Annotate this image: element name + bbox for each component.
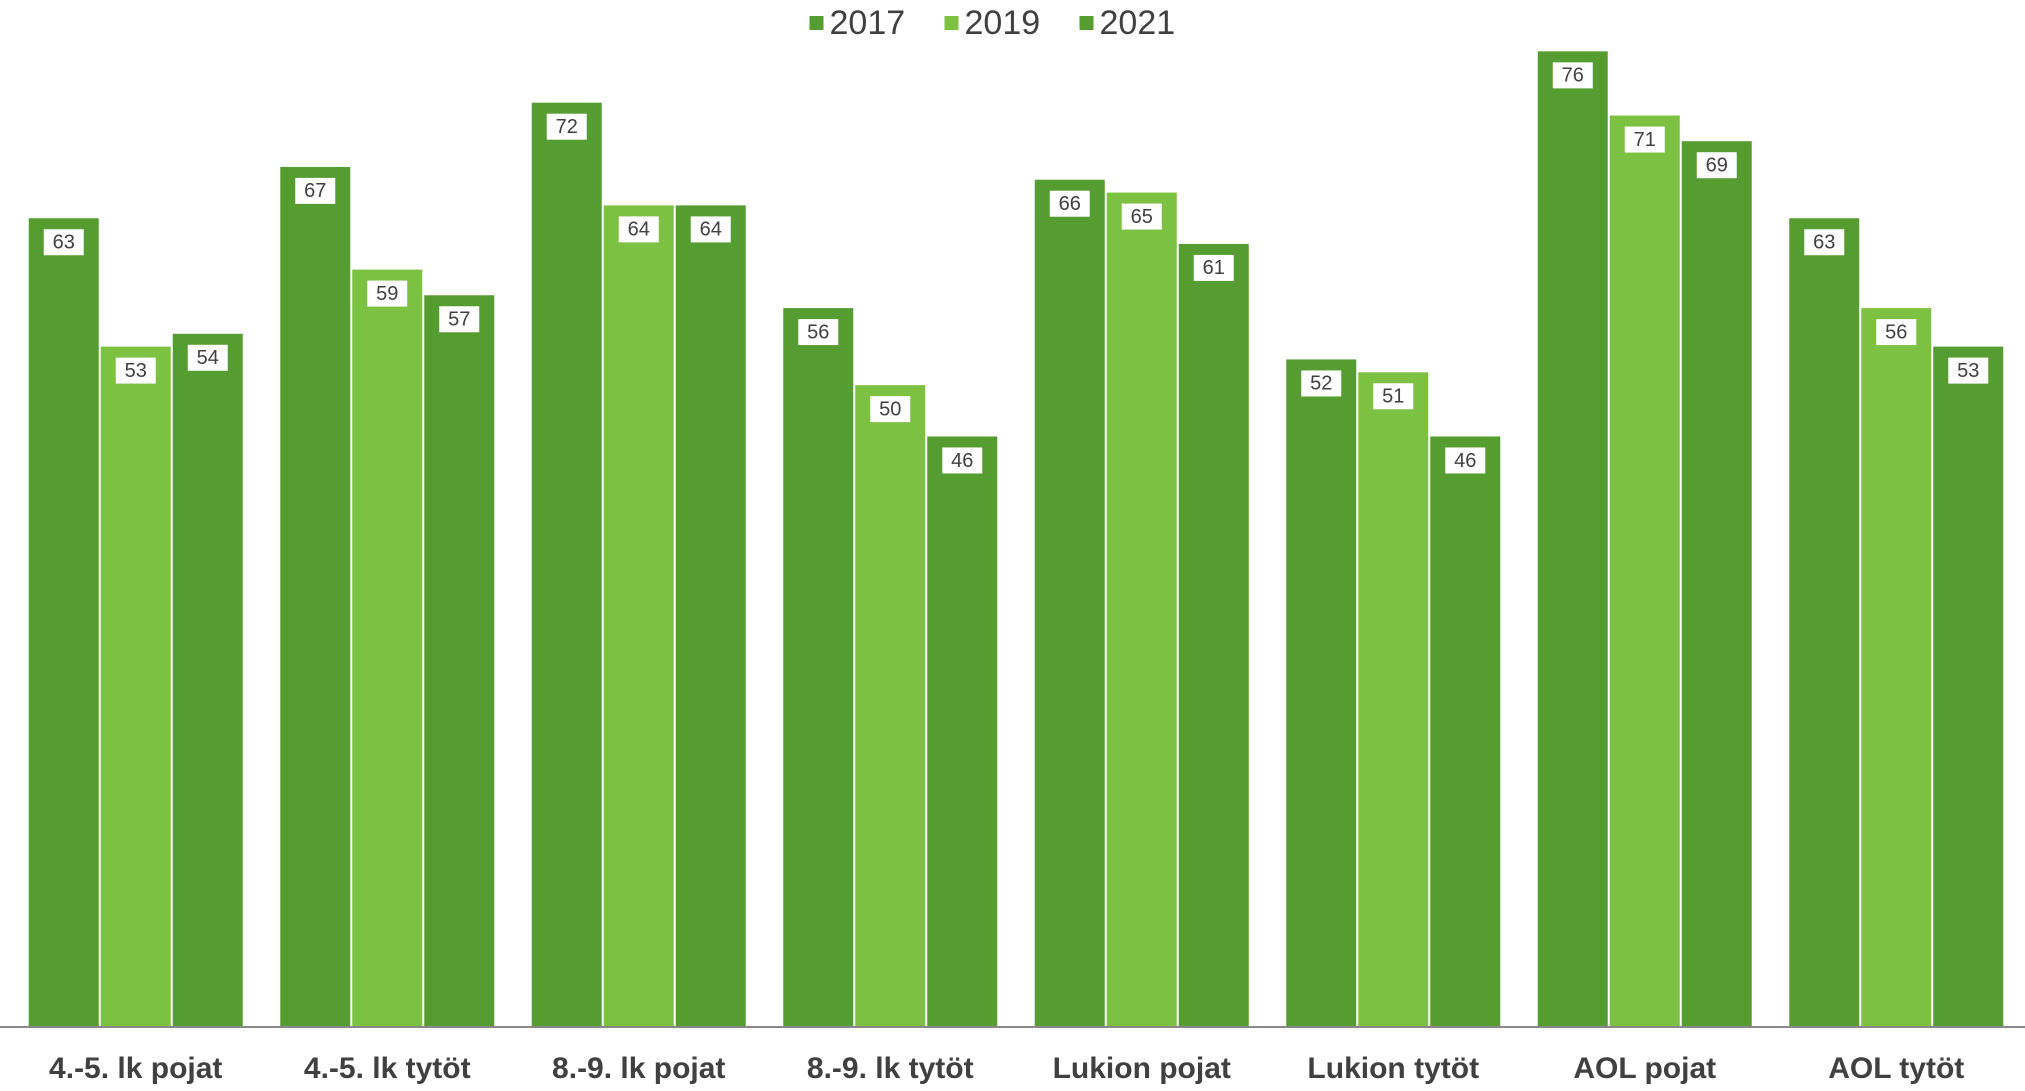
- value-label: 76: [1562, 65, 1584, 87]
- value-label: 54: [197, 347, 219, 369]
- x-tick-label: 4.-5. lk pojat: [49, 1052, 222, 1085]
- value-label-box: [690, 216, 731, 243]
- value-label-box: [1624, 126, 1665, 153]
- bar: [675, 205, 746, 1027]
- value-label: 56: [807, 321, 829, 343]
- value-label: 59: [376, 283, 398, 305]
- x-tick-label: 8.-9. lk tytöt: [807, 1052, 974, 1085]
- value-label-box: [43, 229, 84, 256]
- x-tick-label: Lukion tytöt: [1307, 1052, 1479, 1085]
- value-label-box: [546, 113, 587, 140]
- x-tick-label: Lukion pojat: [1053, 1052, 1231, 1085]
- value-label-box: [1948, 357, 1989, 384]
- bar: [1286, 359, 1357, 1027]
- value-label: 67: [304, 180, 326, 202]
- x-tick-label: 4.-5. lk tytöt: [304, 1052, 471, 1085]
- bar: [172, 333, 243, 1027]
- bar: [424, 295, 495, 1027]
- value-label: 61: [1203, 257, 1225, 279]
- value-label: 64: [628, 219, 650, 241]
- bar: [1034, 179, 1105, 1028]
- bar: [1537, 51, 1608, 1028]
- bar: [1681, 141, 1752, 1027]
- x-tick-label: AOL pojat: [1573, 1052, 1716, 1085]
- legend-swatch: [944, 16, 959, 30]
- value-label: 69: [1706, 154, 1728, 176]
- bar: [28, 218, 99, 1028]
- value-label-box: [618, 216, 659, 243]
- value-label: 50: [879, 398, 901, 420]
- value-label: 46: [1454, 450, 1476, 472]
- bar: [1358, 372, 1429, 1028]
- value-label-box: [870, 396, 911, 423]
- value-label: 72: [556, 116, 578, 138]
- x-tick-label: AOL tytöt: [1828, 1052, 1964, 1085]
- legend-swatch: [809, 16, 824, 30]
- value-label-box: [1121, 203, 1162, 230]
- x-tick-label: 8.-9. lk pojat: [552, 1052, 725, 1085]
- legend-label: 2017: [830, 4, 906, 42]
- value-label-box: [367, 280, 408, 307]
- value-label: 71: [1634, 129, 1656, 151]
- value-label: 57: [448, 309, 470, 331]
- value-label: 63: [1813, 232, 1835, 254]
- value-label: 56: [1885, 321, 1907, 343]
- value-label: 64: [700, 219, 722, 241]
- value-label: 46: [951, 450, 973, 472]
- legend-swatch: [1079, 16, 1094, 30]
- value-label-box: [1373, 383, 1414, 410]
- value-label-box: [1696, 152, 1737, 179]
- value-label-box: [798, 319, 839, 346]
- legend-label: 2019: [965, 4, 1041, 42]
- bar: [1789, 218, 1860, 1028]
- value-label: 51: [1382, 386, 1404, 408]
- value-label-box: [295, 177, 336, 204]
- value-label-box: [187, 344, 228, 371]
- value-label-box: [1193, 254, 1234, 281]
- bar: [783, 308, 854, 1028]
- value-label-box: [1301, 370, 1342, 397]
- value-label: 53: [1957, 360, 1979, 382]
- bar: [100, 346, 171, 1027]
- bar: [280, 166, 351, 1027]
- bar: [603, 205, 674, 1027]
- value-label-box: [439, 306, 480, 333]
- bar: [1933, 346, 2004, 1027]
- value-label: 65: [1131, 206, 1153, 228]
- bar: [1178, 243, 1249, 1028]
- value-label-box: [1445, 447, 1486, 474]
- value-label: 52: [1310, 373, 1332, 395]
- value-label-box: [1804, 229, 1845, 256]
- bar: [855, 385, 926, 1027]
- value-label: 63: [53, 232, 75, 254]
- legend-label: 2021: [1100, 4, 1176, 42]
- bar: [531, 102, 602, 1027]
- bar: [1430, 436, 1501, 1028]
- value-label-box: [1552, 62, 1593, 89]
- bar: [1106, 192, 1177, 1027]
- value-label: 66: [1059, 193, 1081, 215]
- value-label: 53: [125, 360, 147, 382]
- value-label-box: [115, 357, 156, 384]
- value-label-box: [1049, 190, 1090, 217]
- bar: [1861, 308, 1932, 1028]
- bar: [1609, 115, 1680, 1028]
- value-label-box: [942, 447, 983, 474]
- bar: [352, 269, 423, 1027]
- bar: [927, 436, 998, 1028]
- value-label-box: [1876, 319, 1917, 346]
